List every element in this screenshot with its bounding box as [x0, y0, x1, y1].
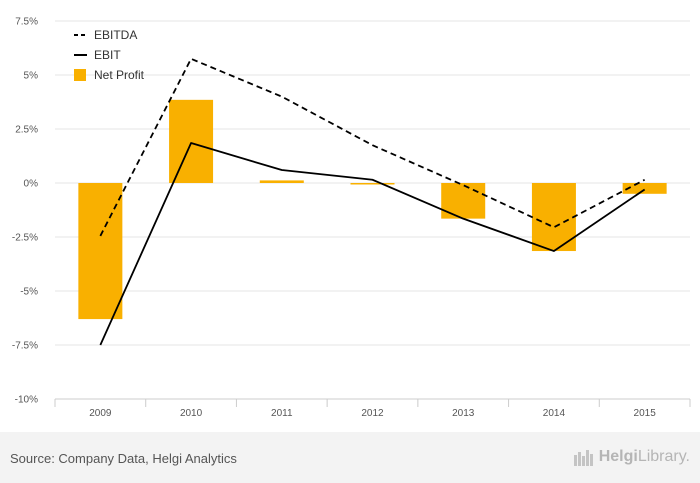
legend-symbol-net-profit	[74, 69, 86, 81]
library-icon	[573, 450, 593, 466]
source-text: Source: Company Data, Helgi Analytics	[10, 451, 237, 466]
y-tick-label: -7.5%	[12, 341, 38, 352]
y-tick-label: -10%	[15, 395, 38, 406]
legend-label: Net Profit	[94, 68, 145, 82]
x-tick-label: 2011	[271, 408, 293, 419]
bar-net-profit	[622, 183, 667, 194]
chart-svg: 7.5% 5% 2.5% 0% -2.5% -5% -7.5% -10% 2009 2010 201…	[12, 17, 691, 419]
x-tick-label: 2009	[89, 408, 112, 419]
line-ebitda	[99, 57, 646, 237]
bar-net-profit	[441, 183, 486, 219]
brand-bold: Helgi	[598, 448, 638, 465]
brand-logo[interactable]: HelgiLibrary.	[573, 446, 690, 468]
bar-net-profit	[259, 180, 304, 183]
bar-net-profit	[531, 183, 576, 252]
y-tick-label: 5%	[24, 71, 39, 82]
bar-net-profit	[350, 183, 395, 185]
bar-net-profit	[78, 183, 123, 320]
x-tick-label: 2014	[543, 408, 566, 419]
x-tick-label: 2012	[361, 408, 384, 419]
y-tick-label: -5%	[20, 287, 38, 298]
bar-net-profit	[169, 99, 214, 183]
y-tick-label: -2.5%	[12, 233, 38, 244]
y-tick-label: 2.5%	[15, 125, 38, 136]
x-tick-label: 2013	[452, 408, 475, 419]
footer: Source: Company Data, Helgi Analytics He…	[0, 432, 700, 483]
x-tick-label: 2010	[180, 408, 203, 419]
x-tick-label: 2015	[634, 408, 657, 419]
legend-label: EBIT	[94, 48, 121, 62]
brand-name: HelgiLibrary.	[599, 448, 690, 466]
line-ebit	[99, 142, 646, 346]
brand-light: Library.	[637, 448, 690, 465]
y-tick-label: 7.5%	[15, 17, 38, 28]
legend-label: EBITDA	[94, 28, 137, 42]
y-tick-label: 0%	[24, 179, 39, 190]
